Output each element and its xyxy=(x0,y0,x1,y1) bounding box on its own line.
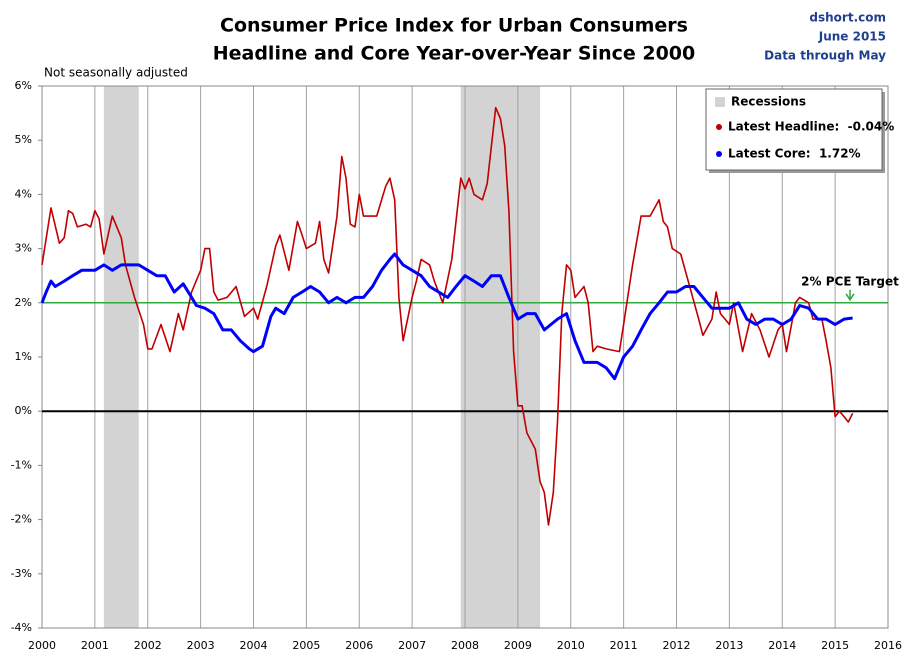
legend-box xyxy=(705,88,883,171)
x-tick-label: 2010 xyxy=(557,639,585,652)
y-tick-label: 2% xyxy=(15,296,32,309)
chart-title: Consumer Price Index for Urban Consumers xyxy=(220,15,688,37)
recession-band xyxy=(460,86,541,628)
x-tick-label: 2009 xyxy=(504,639,532,652)
x-tick-label: 2012 xyxy=(663,639,691,652)
y-tick-label: 3% xyxy=(15,242,32,255)
source: Data through May xyxy=(764,49,886,63)
legend-label: Latest Core: 1.72% xyxy=(728,147,861,161)
x-tick-label: 2000 xyxy=(28,639,56,652)
y-tick-label: 5% xyxy=(15,133,32,146)
annotation: 2% PCE Target xyxy=(801,274,899,288)
x-tick-label: 2013 xyxy=(715,639,743,652)
x-tick-label: 2015 xyxy=(821,639,849,652)
chart-subtitle: Headline and Core Year-over-Year Since 2… xyxy=(213,43,696,65)
x-tick-label: 2004 xyxy=(240,639,268,652)
plot-border xyxy=(41,85,889,629)
x-tick-label: 2002 xyxy=(134,639,162,652)
legend-swatch xyxy=(716,151,722,157)
note: Not seasonally adjusted xyxy=(44,66,188,80)
annotation-arrow xyxy=(845,289,855,302)
legend-swatch xyxy=(715,97,725,107)
x-tick-label: 2008 xyxy=(451,639,479,652)
series-line xyxy=(40,252,853,381)
x-tick-label: 2006 xyxy=(345,639,373,652)
y-tick-label: 0% xyxy=(15,404,32,417)
series-line xyxy=(41,106,854,526)
legend-label: Latest Headline: -0.04% xyxy=(728,120,894,134)
source: dshort.com xyxy=(809,11,886,25)
x-tick-label: 2005 xyxy=(292,639,320,652)
y-tick-label: -3% xyxy=(11,567,32,580)
x-tick-label: 2014 xyxy=(768,639,796,652)
x-tick-label: 2001 xyxy=(81,639,109,652)
y-tick-label: -1% xyxy=(11,458,32,471)
recession-band xyxy=(103,86,139,628)
x-tick-label: 2003 xyxy=(187,639,215,652)
x-tick-label: 2007 xyxy=(398,639,426,652)
y-tick-label: -2% xyxy=(11,513,32,526)
y-tick-label: 4% xyxy=(15,187,32,200)
legend-swatch xyxy=(716,124,722,130)
y-tick-label: 1% xyxy=(15,350,32,363)
legend-label: Recessions xyxy=(731,95,806,109)
x-tick-label: 2011 xyxy=(610,639,638,652)
y-tick-label: -4% xyxy=(11,621,32,634)
y-tick-label: 6% xyxy=(15,79,32,92)
source: June 2015 xyxy=(818,30,886,44)
x-tick-label: 2016 xyxy=(874,639,902,652)
